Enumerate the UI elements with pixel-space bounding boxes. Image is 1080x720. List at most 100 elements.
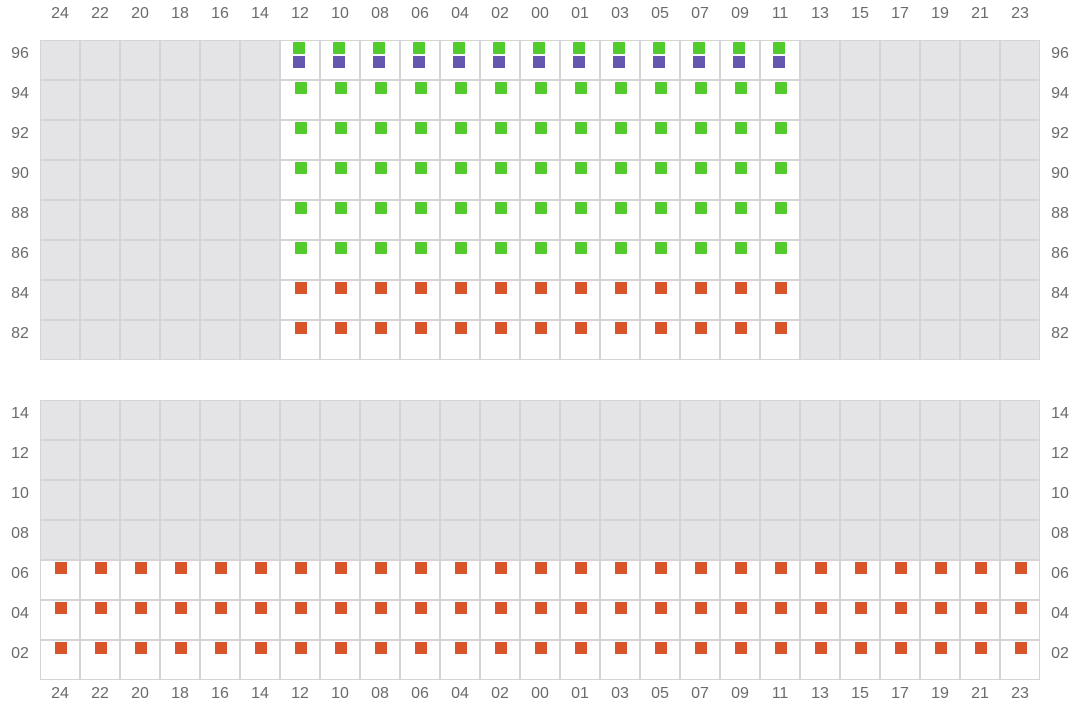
orange-marker <box>535 562 547 574</box>
green-marker <box>613 42 625 54</box>
seat-cell-unavailable <box>80 80 120 120</box>
seat-cell-unavailable <box>360 400 400 440</box>
green-marker <box>293 42 305 54</box>
seat-cell-unavailable <box>160 520 200 560</box>
seat-cell-unavailable <box>240 240 280 280</box>
seat-cell-unavailable <box>960 160 1000 200</box>
seat-cell-available[interactable] <box>640 560 680 600</box>
orange-marker <box>55 602 67 614</box>
orange-marker <box>655 322 667 334</box>
seat-cell-available[interactable] <box>400 160 440 200</box>
green-marker <box>375 202 387 214</box>
row-label: 10 <box>11 485 29 502</box>
orange-marker <box>495 562 507 574</box>
seat-cell-unavailable <box>800 280 840 320</box>
seat-cell-available[interactable] <box>1000 560 1040 600</box>
seat-cell-available[interactable] <box>640 80 680 120</box>
seat-cell-available[interactable] <box>440 640 480 680</box>
orange-marker <box>815 602 827 614</box>
seat-cell-unavailable <box>120 240 160 280</box>
green-marker <box>575 242 587 254</box>
seat-cell-available[interactable] <box>280 160 320 200</box>
seat-cell-available[interactable] <box>400 600 440 640</box>
orange-marker <box>455 642 467 654</box>
green-marker <box>733 42 745 54</box>
seat-cell-available[interactable] <box>680 280 720 320</box>
column-label: 20 <box>131 685 149 702</box>
seat-cell-unavailable <box>440 480 480 520</box>
seat-cell-unavailable <box>120 80 160 120</box>
seat-cell-unavailable <box>240 80 280 120</box>
green-marker <box>495 162 507 174</box>
orange-marker <box>775 322 787 334</box>
seat-cell-unavailable <box>1000 40 1040 80</box>
column-label: 06 <box>411 5 429 22</box>
green-marker <box>333 42 345 54</box>
orange-marker <box>415 642 427 654</box>
seat-cell-unavailable <box>760 520 800 560</box>
column-label: 04 <box>451 685 469 702</box>
seat-cell-available[interactable] <box>600 80 640 120</box>
green-marker <box>415 202 427 214</box>
seat-cell-unavailable <box>280 440 320 480</box>
column-label: 09 <box>731 5 749 22</box>
seat-cell-available[interactable] <box>520 560 560 600</box>
seat-cell-available[interactable] <box>720 320 760 360</box>
green-marker <box>615 122 627 134</box>
row-label: 90 <box>1051 165 1069 182</box>
seat-cell-unavailable <box>960 520 1000 560</box>
seat-cell-unavailable <box>80 200 120 240</box>
row-label: 84 <box>11 285 29 302</box>
seat-cell-unavailable <box>440 400 480 440</box>
seat-cell-available[interactable] <box>200 600 240 640</box>
seat-cell-unavailable <box>40 480 80 520</box>
column-label: 22 <box>91 685 109 702</box>
orange-marker <box>455 322 467 334</box>
orange-marker <box>575 602 587 614</box>
green-marker <box>693 42 705 54</box>
seat-cell-available[interactable] <box>760 160 800 200</box>
row-label: 02 <box>1051 645 1069 662</box>
seat-cell-available[interactable] <box>760 240 800 280</box>
seat-cell-unavailable <box>360 440 400 480</box>
orange-marker <box>815 562 827 574</box>
orange-marker <box>175 642 187 654</box>
column-label: 14 <box>251 5 269 22</box>
orange-marker <box>375 642 387 654</box>
orange-marker <box>135 562 147 574</box>
column-label: 03 <box>611 685 629 702</box>
seat-cell-unavailable <box>920 240 960 280</box>
seat-cell-unavailable <box>920 40 960 80</box>
purple-marker <box>493 56 505 68</box>
seat-cell-unavailable <box>280 400 320 440</box>
seat-cell-available[interactable] <box>440 120 480 160</box>
column-label: 21 <box>971 5 989 22</box>
seat-cell-unavailable <box>600 520 640 560</box>
green-marker <box>415 82 427 94</box>
column-label: 16 <box>211 5 229 22</box>
seat-cell-available[interactable] <box>640 200 680 240</box>
seat-cell-unavailable <box>240 440 280 480</box>
seat-cell-unavailable <box>720 400 760 440</box>
seat-cell-unavailable <box>40 120 80 160</box>
seat-cell-unavailable <box>880 120 920 160</box>
row-label: 10 <box>1051 485 1069 502</box>
purple-marker <box>693 56 705 68</box>
seat-cell-available[interactable] <box>720 640 760 680</box>
purple-marker <box>653 56 665 68</box>
seat-cell-unavailable <box>680 520 720 560</box>
seat-cell-unavailable <box>160 120 200 160</box>
green-marker <box>695 242 707 254</box>
orange-marker <box>335 602 347 614</box>
green-marker <box>535 242 547 254</box>
seat-cell-available[interactable] <box>320 120 360 160</box>
seat-cell-available[interactable] <box>480 280 520 320</box>
orange-marker <box>1015 562 1027 574</box>
seat-cell-unavailable <box>80 520 120 560</box>
seat-cell-unavailable <box>1000 240 1040 280</box>
seat-cell-available[interactable] <box>520 80 560 120</box>
seat-cell-unavailable <box>1000 80 1040 120</box>
seat-cell-unavailable <box>200 440 240 480</box>
seat-cell-unavailable <box>840 520 880 560</box>
seat-cell-available[interactable] <box>520 640 560 680</box>
